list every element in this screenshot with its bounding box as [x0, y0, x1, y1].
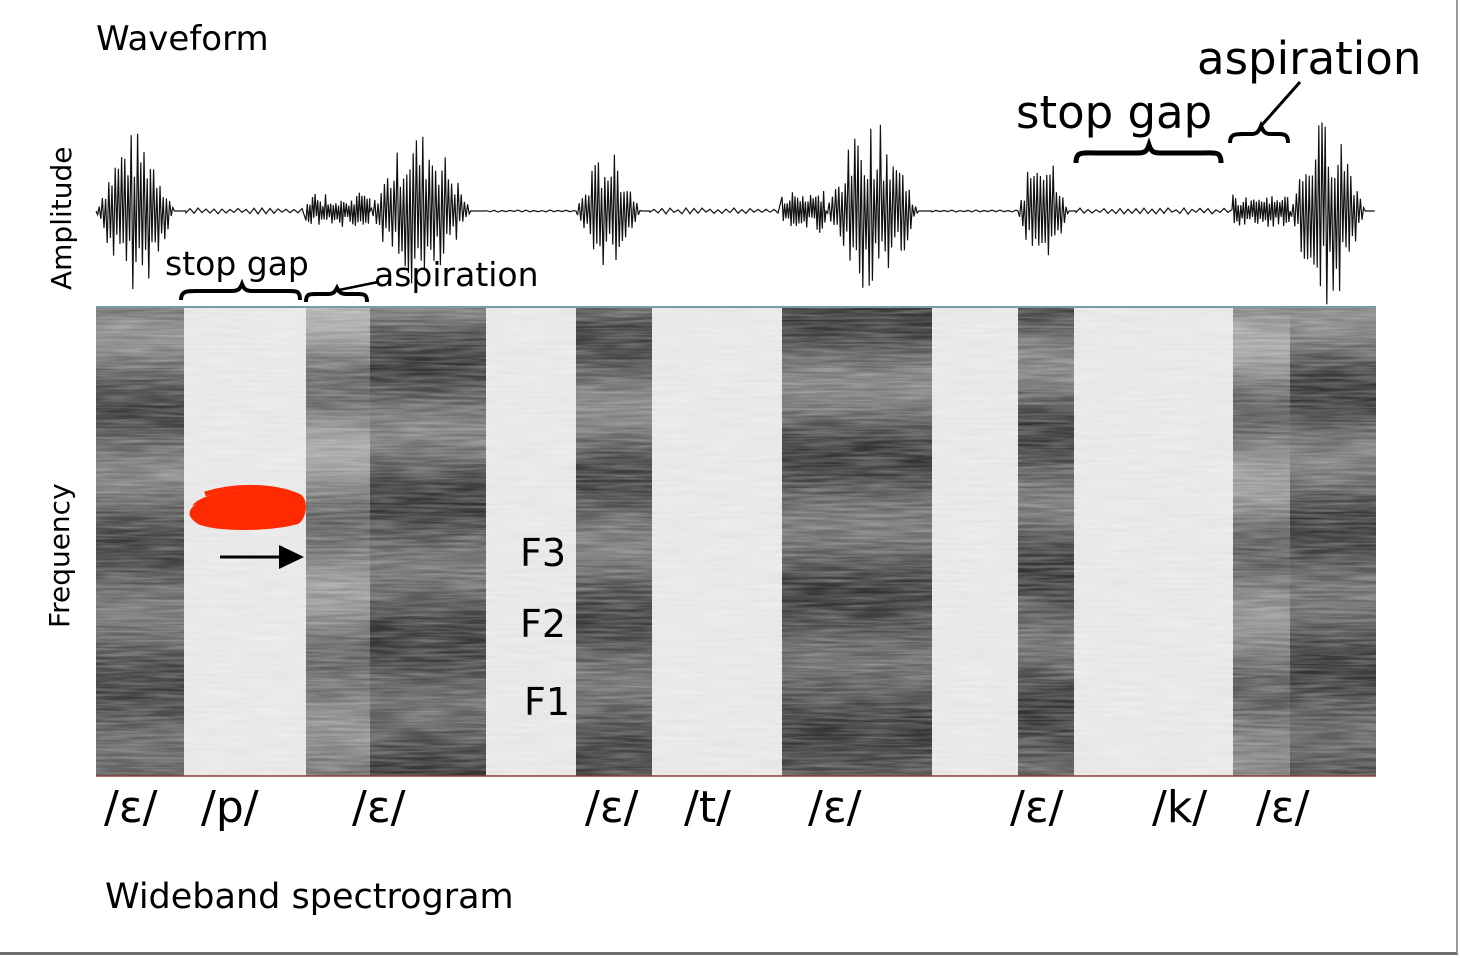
formant-f1-label: F1 [524, 680, 571, 724]
waveform-path [95, 122, 1375, 305]
segment-label: /p/ [201, 782, 259, 833]
arrow-head [279, 545, 304, 569]
aspiration-brace-small [304, 283, 369, 303]
segment-label: /ε/ [352, 782, 406, 833]
aspiration-label-large: aspiration [1197, 32, 1422, 85]
red-scribble-stroke [204, 485, 300, 499]
stop-gap-label-large: stop gap [1016, 86, 1213, 139]
amplitude-axis-label: Amplitude [45, 146, 78, 291]
segment-label: /ε/ [104, 782, 158, 833]
waveform-trace [95, 122, 1375, 305]
spectrogram-grain [96, 308, 1376, 776]
spectrogram-panel [96, 306, 1376, 777]
segment-label: /ε/ [1256, 782, 1310, 833]
formant-f3-label: F3 [520, 531, 567, 575]
aspiration-brace-large [1228, 120, 1290, 144]
segment-label: /ε/ [1010, 782, 1064, 833]
aspiration-label-small: aspiration [374, 255, 539, 294]
formant-f2-label: F2 [520, 602, 567, 646]
spectrogram-title: Wideband spectrogram [105, 877, 514, 917]
segment-label: /k/ [1152, 782, 1208, 833]
waveform-title: Waveform [96, 19, 269, 59]
aspiration-pointer-large [1259, 81, 1302, 127]
frequency-axis-label: Frequency [43, 483, 76, 628]
segment-label: /t/ [684, 782, 731, 833]
red-scribble [189, 489, 306, 530]
segment-label: /ε/ [808, 782, 862, 833]
stop-gap-brace-small [179, 278, 302, 301]
aspiration-pointer-small [338, 280, 379, 292]
stop-gap-brace-large [1073, 137, 1224, 164]
stop-gap-label-small: stop gap [165, 244, 309, 283]
segment-label: /ε/ [585, 782, 639, 833]
